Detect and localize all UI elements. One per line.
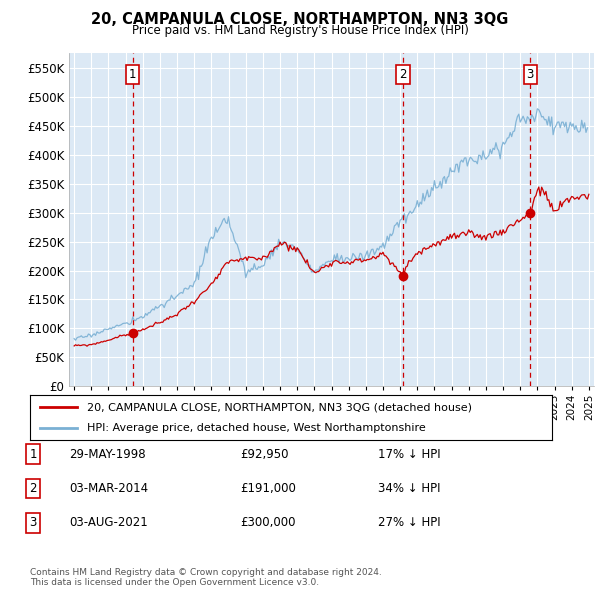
Text: Price paid vs. HM Land Registry's House Price Index (HPI): Price paid vs. HM Land Registry's House … [131,24,469,37]
Text: Contains HM Land Registry data © Crown copyright and database right 2024.
This d: Contains HM Land Registry data © Crown c… [30,568,382,587]
Text: 20, CAMPANULA CLOSE, NORTHAMPTON, NN3 3QG (detached house): 20, CAMPANULA CLOSE, NORTHAMPTON, NN3 3Q… [88,402,472,412]
Text: £191,000: £191,000 [240,482,296,495]
Text: 20, CAMPANULA CLOSE, NORTHAMPTON, NN3 3QG: 20, CAMPANULA CLOSE, NORTHAMPTON, NN3 3Q… [91,12,509,27]
Text: 1: 1 [29,448,37,461]
Text: HPI: Average price, detached house, West Northamptonshire: HPI: Average price, detached house, West… [88,422,426,432]
Text: 2: 2 [29,482,37,495]
Text: 27% ↓ HPI: 27% ↓ HPI [378,516,440,529]
Text: 3: 3 [29,516,37,529]
Text: 29-MAY-1998: 29-MAY-1998 [69,448,146,461]
Text: 3: 3 [526,68,534,81]
Text: 34% ↓ HPI: 34% ↓ HPI [378,482,440,495]
Text: £92,950: £92,950 [240,448,289,461]
Text: 03-AUG-2021: 03-AUG-2021 [69,516,148,529]
Text: 17% ↓ HPI: 17% ↓ HPI [378,448,440,461]
Text: £300,000: £300,000 [240,516,296,529]
Text: 2: 2 [399,68,407,81]
Text: 1: 1 [129,68,136,81]
Text: 03-MAR-2014: 03-MAR-2014 [69,482,148,495]
